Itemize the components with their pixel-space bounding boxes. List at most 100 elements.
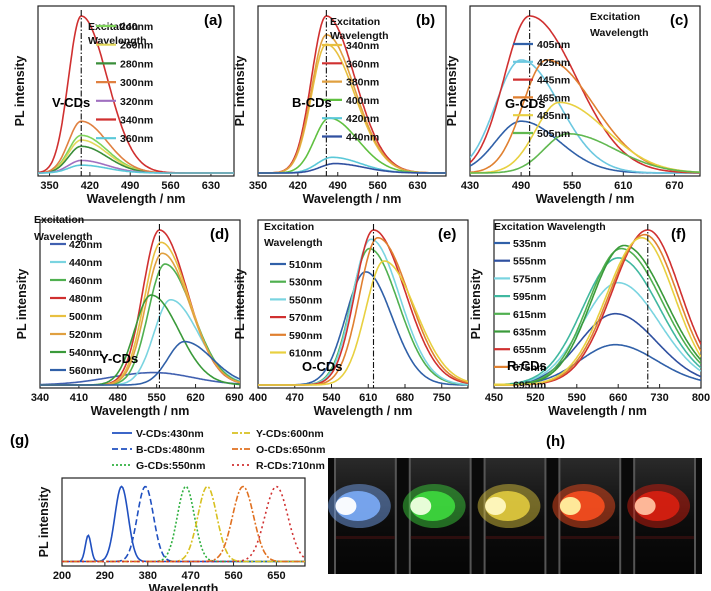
series-line-360nm [38, 164, 234, 174]
x-axis-label: Wavelength [149, 582, 219, 591]
series-line-695nm [494, 237, 701, 386]
x-axis-label: Wavelength / nm [87, 192, 186, 206]
vial-edge [558, 458, 561, 574]
axes-frame [469, 5, 701, 177]
panel-f: 450 520 590 660 730 800 Wavelength / nm PL inte… [469, 219, 710, 418]
vial-glow-core [485, 497, 507, 515]
legend-title: Excitation [264, 221, 314, 233]
legend-title: Excitation Wavelength [494, 221, 606, 233]
vial-liquid-line [560, 536, 620, 539]
vial-edge [483, 458, 486, 574]
vial-green [402, 458, 472, 574]
plot-area [258, 10, 446, 176]
panel-label: (c) [670, 12, 688, 29]
legend-label: 400nm [346, 95, 379, 107]
series-line-505nm [470, 133, 700, 174]
x-tick-label: 540 [322, 392, 340, 404]
series-line-Y-CDs:600nm [62, 485, 305, 563]
vial-liquid-line [336, 536, 395, 539]
vial-glow-core [559, 497, 581, 515]
plot-area [38, 10, 234, 176]
x-tick-label: 650 [267, 570, 285, 582]
series-line-480nm [40, 229, 240, 386]
legend-label: 380nm [346, 77, 379, 89]
x-tick-label: 550 [563, 180, 581, 192]
legend-label: 540nm [69, 347, 102, 359]
legend-title: Excitation [330, 16, 380, 28]
legend-label: 420nm [346, 113, 379, 125]
panel-label: (g) [10, 432, 29, 449]
x-tick-label: 470 [181, 570, 199, 582]
series-line-425nm [470, 59, 700, 174]
series-line-560nm [40, 340, 240, 386]
vial-glow-core [410, 497, 432, 515]
legend-label: 440nm [346, 132, 379, 144]
series-line-405nm [470, 120, 700, 174]
series-line-610nm [258, 260, 468, 386]
sample-annotation: G-CDs [505, 96, 545, 111]
legend-label: 555nm [513, 256, 546, 268]
x-tick-label: 560 [161, 180, 179, 192]
vial-glow-core [634, 497, 656, 515]
legend-label: 550nm [289, 294, 322, 306]
legend-label: 460nm [69, 275, 102, 287]
legend-label: 420nm [69, 239, 102, 251]
legend-label: 340nm [120, 115, 153, 127]
x-tick-label: 670 [665, 180, 683, 192]
legend-label: 260nm [120, 40, 153, 52]
legend-label: 610nm [289, 348, 322, 360]
x-axis-label: Wavelength / nm [548, 404, 647, 418]
vial-edge [544, 458, 547, 574]
x-tick-label: 490 [329, 180, 347, 192]
series-line-445nm [470, 15, 700, 174]
vial-liquid-line [485, 536, 545, 539]
vial-edge [394, 458, 397, 574]
legend-label: 510nm [289, 259, 322, 271]
legend-title: Excitation [590, 11, 640, 23]
vial-edge [633, 458, 636, 574]
vial-orange [552, 458, 622, 574]
x-tick-label: 560 [224, 570, 242, 582]
x-tick-label: 610 [614, 180, 632, 192]
legend-label: 520nm [69, 329, 102, 341]
panel-label: (b) [416, 12, 435, 29]
x-tick-label: 400 [249, 392, 267, 404]
x-tick-label: 340 [31, 392, 49, 404]
axes-frame [257, 219, 469, 389]
panel-e: 400 470 540 610 680 750 Wavelength / nm PL inte… [233, 219, 469, 418]
y-axis-label: PL intensity [37, 487, 51, 558]
legend-label: 655nm [513, 344, 546, 356]
axes-frame [257, 5, 447, 177]
vial-edge [469, 458, 472, 574]
legend-title: Wavelength [264, 237, 323, 249]
legend-title: Excitation [34, 214, 84, 226]
legend-label: 695nm [513, 380, 546, 392]
x-tick-label: 520 [526, 392, 544, 404]
legend-label: 360nm [346, 58, 379, 70]
x-tick-label: 630 [408, 180, 426, 192]
legend-label: 405nm [537, 39, 570, 51]
panel-a: 350 420 490 560 630 Wavelength / nm PL intensi… [13, 5, 235, 206]
panel-d: 340 410 480 550 620 690 Wavelength / nm PL inte… [15, 214, 244, 418]
chart-panels: 350 420 490 560 630 Wavelength / nm PL intensi… [10, 5, 710, 591]
legend-label: 500nm [69, 311, 102, 323]
series-line-440nm [258, 162, 446, 174]
x-tick-label: 490 [512, 180, 530, 192]
vial-yellow [477, 458, 547, 574]
vial-edge [619, 458, 622, 574]
series-line-V-CDs:430nm [62, 485, 305, 563]
vial-red [627, 458, 696, 574]
series-line-575nm [494, 281, 701, 386]
series-line-570nm [258, 229, 468, 386]
legend-label: 240nm [120, 21, 153, 33]
x-tick-label: 680 [396, 392, 414, 404]
x-tick-label: 660 [609, 392, 627, 404]
y-axis-label: PL intensity [233, 269, 247, 340]
sample-annotation: O-CDs [302, 359, 342, 374]
plot-area [494, 224, 701, 388]
series-line-B-CDs:480nm [62, 485, 305, 563]
legend-title: Wavelength [34, 231, 93, 243]
panel-c: 430 490 550 610 670 Wavelength / nm PL intensi… [445, 5, 701, 206]
x-tick-label: 560 [368, 180, 386, 192]
axes-frame [39, 219, 241, 389]
